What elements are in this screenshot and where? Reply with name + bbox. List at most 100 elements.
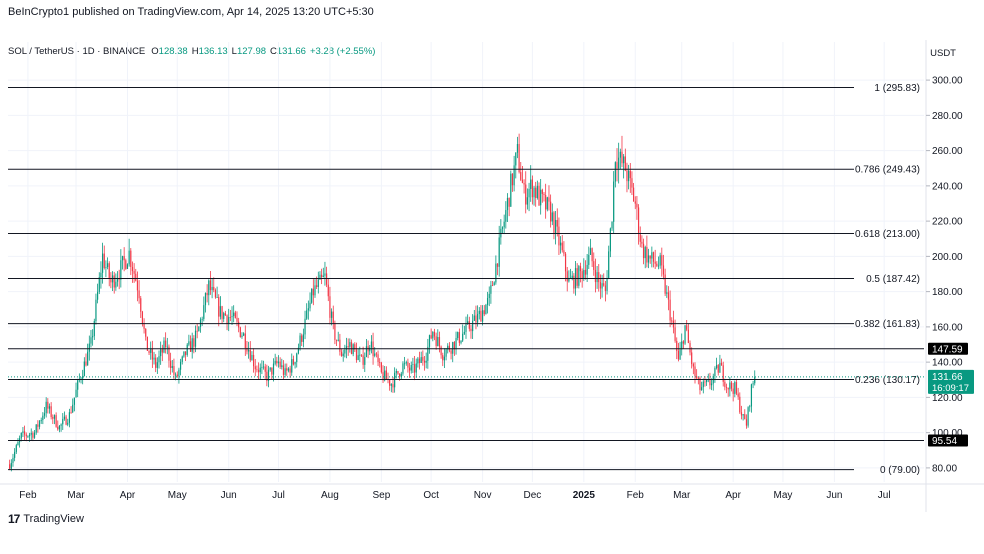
candle	[342, 349, 344, 362]
candle	[586, 253, 588, 283]
candle	[458, 328, 460, 346]
candle	[420, 351, 422, 364]
candle-body	[750, 384, 753, 407]
candle	[480, 304, 482, 322]
candle	[516, 136, 519, 159]
tradingview-footer[interactable]: 17 TradingView	[8, 512, 84, 526]
candle-body	[141, 311, 144, 324]
candle	[181, 355, 183, 365]
candle-body	[362, 355, 364, 365]
candle-body	[277, 361, 280, 364]
candle-body	[163, 340, 165, 353]
candle-body	[165, 340, 167, 348]
candle	[284, 363, 286, 378]
candle	[140, 295, 142, 319]
candle-body	[178, 369, 180, 377]
candle	[555, 210, 557, 245]
candle	[335, 339, 338, 346]
candle	[719, 354, 721, 373]
candle	[725, 383, 728, 394]
candle	[165, 332, 167, 354]
candle-body	[654, 261, 656, 264]
candle-body	[184, 351, 187, 355]
candle-body	[311, 288, 313, 303]
candle-body	[126, 264, 129, 269]
open-value: 128.38	[158, 46, 188, 57]
candle	[90, 330, 92, 348]
candle-body	[88, 343, 90, 352]
candle	[214, 288, 217, 299]
candle-body	[317, 279, 319, 287]
candle-body	[58, 425, 61, 430]
candle	[412, 357, 414, 374]
candle-body	[289, 368, 291, 373]
currency-label[interactable]: USDT	[930, 48, 956, 59]
candle-body	[395, 370, 397, 373]
candle	[354, 342, 356, 352]
candle	[704, 376, 706, 387]
candle	[676, 337, 678, 360]
candle	[377, 350, 379, 367]
candle	[160, 341, 162, 365]
candle	[329, 286, 331, 325]
candle-body	[629, 170, 631, 179]
candle-body	[646, 247, 648, 263]
candle-body	[251, 354, 253, 361]
candle	[241, 332, 243, 339]
candle	[228, 308, 230, 332]
symbol-name[interactable]: SOL / TetherUS · 1D · BINANCE	[8, 46, 146, 57]
candle	[309, 292, 311, 312]
candle	[113, 271, 115, 294]
candle-body	[671, 320, 673, 322]
candle-body	[77, 380, 79, 390]
candle-body	[606, 278, 608, 291]
candle	[82, 369, 84, 385]
candle-body	[380, 362, 382, 373]
candle-body	[498, 237, 500, 267]
y-tick-label: 300.00	[932, 76, 963, 87]
candle	[661, 247, 663, 277]
candle-body	[604, 285, 606, 291]
candle-body	[550, 201, 552, 222]
candle	[702, 378, 704, 394]
candle	[155, 354, 157, 373]
candle	[327, 278, 329, 302]
candle	[50, 402, 52, 420]
candle-body	[292, 359, 295, 365]
candle	[75, 382, 77, 398]
candle-body	[115, 281, 117, 288]
candle-body	[296, 353, 298, 363]
candle	[647, 248, 650, 269]
candle	[515, 152, 517, 179]
candle	[450, 348, 452, 360]
candle-body	[485, 304, 487, 315]
candle	[324, 261, 326, 286]
candle	[535, 181, 537, 207]
candle-body	[506, 197, 509, 211]
candle-body	[631, 178, 633, 188]
candle-body	[642, 243, 645, 259]
candle	[85, 353, 87, 367]
candle	[437, 329, 439, 347]
candle-body	[486, 297, 489, 305]
candle	[510, 170, 512, 207]
candle-body	[226, 315, 228, 324]
candle	[594, 258, 597, 293]
candle-body	[443, 356, 446, 361]
candle-body	[613, 181, 615, 222]
candle	[664, 268, 666, 297]
candle	[345, 337, 348, 359]
candle-body	[732, 388, 734, 394]
candle-body	[624, 156, 626, 171]
candle-body	[545, 194, 547, 210]
candle	[496, 263, 499, 276]
candle	[553, 211, 555, 240]
candle	[611, 221, 613, 231]
candle-body	[354, 344, 356, 350]
close-value: 131.66	[276, 46, 306, 57]
candle-body	[559, 242, 562, 246]
candle	[667, 286, 670, 311]
candle-body	[687, 329, 689, 344]
candle-body	[477, 313, 479, 323]
